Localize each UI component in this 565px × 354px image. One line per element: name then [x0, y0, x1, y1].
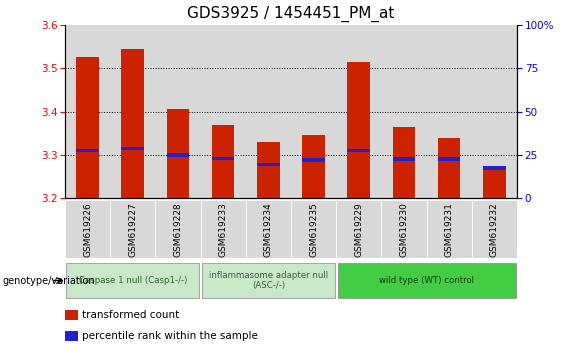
Bar [201, 25, 246, 198]
Text: GSM619229: GSM619229 [354, 202, 363, 257]
Text: GSM619227: GSM619227 [128, 202, 137, 257]
Bar [483, 166, 506, 170]
Bar [336, 25, 381, 198]
Text: GSM619231: GSM619231 [445, 202, 454, 257]
Text: GSM619233: GSM619233 [219, 202, 228, 257]
Bar [167, 109, 189, 198]
Bar [212, 156, 234, 160]
Bar [336, 200, 381, 258]
Bar [121, 147, 144, 150]
Bar [427, 25, 472, 198]
Bar [472, 25, 517, 198]
Bar [347, 62, 370, 198]
Text: Caspase 1 null (Casp1-/-): Caspase 1 null (Casp1-/-) [79, 276, 187, 285]
Bar [257, 163, 280, 166]
Text: genotype/variation: genotype/variation [3, 275, 95, 286]
Bar [337, 263, 516, 298]
Bar [155, 200, 201, 258]
Bar [393, 127, 415, 198]
Bar [121, 48, 144, 198]
Text: GSM619226: GSM619226 [83, 202, 92, 257]
Bar [302, 158, 325, 162]
Bar [381, 200, 427, 258]
Title: GDS3925 / 1454451_PM_at: GDS3925 / 1454451_PM_at [187, 6, 395, 22]
Bar [246, 25, 291, 198]
Bar [65, 309, 77, 320]
Bar [110, 25, 155, 198]
Bar [347, 149, 370, 152]
Bar [246, 200, 291, 258]
Text: transformed count: transformed count [82, 310, 180, 320]
Text: GSM619228: GSM619228 [173, 202, 182, 257]
Bar [167, 153, 189, 156]
Bar [65, 331, 77, 341]
Bar [302, 135, 325, 198]
Bar [381, 25, 427, 198]
Bar [155, 25, 201, 198]
Text: wild type (WT) control: wild type (WT) control [379, 276, 474, 285]
Text: GSM619235: GSM619235 [309, 202, 318, 257]
Text: percentile rank within the sample: percentile rank within the sample [82, 331, 258, 341]
Bar [483, 170, 506, 198]
Bar [291, 25, 336, 198]
Bar [291, 200, 336, 258]
Text: GSM619232: GSM619232 [490, 202, 499, 257]
Text: GSM619234: GSM619234 [264, 202, 273, 257]
Text: inflammasome adapter null
(ASC-/-): inflammasome adapter null (ASC-/-) [209, 271, 328, 290]
Bar [65, 200, 110, 258]
Bar [438, 137, 460, 198]
Bar [202, 263, 335, 298]
Bar [76, 149, 99, 152]
Bar [472, 200, 517, 258]
Bar [427, 200, 472, 258]
Bar [212, 125, 234, 198]
Text: GSM619230: GSM619230 [399, 202, 408, 257]
Bar [76, 57, 99, 198]
Bar [65, 25, 110, 198]
Bar [257, 142, 280, 198]
Bar [66, 263, 199, 298]
Bar [393, 158, 415, 161]
Bar [110, 200, 155, 258]
Bar [201, 200, 246, 258]
Bar [438, 158, 460, 161]
